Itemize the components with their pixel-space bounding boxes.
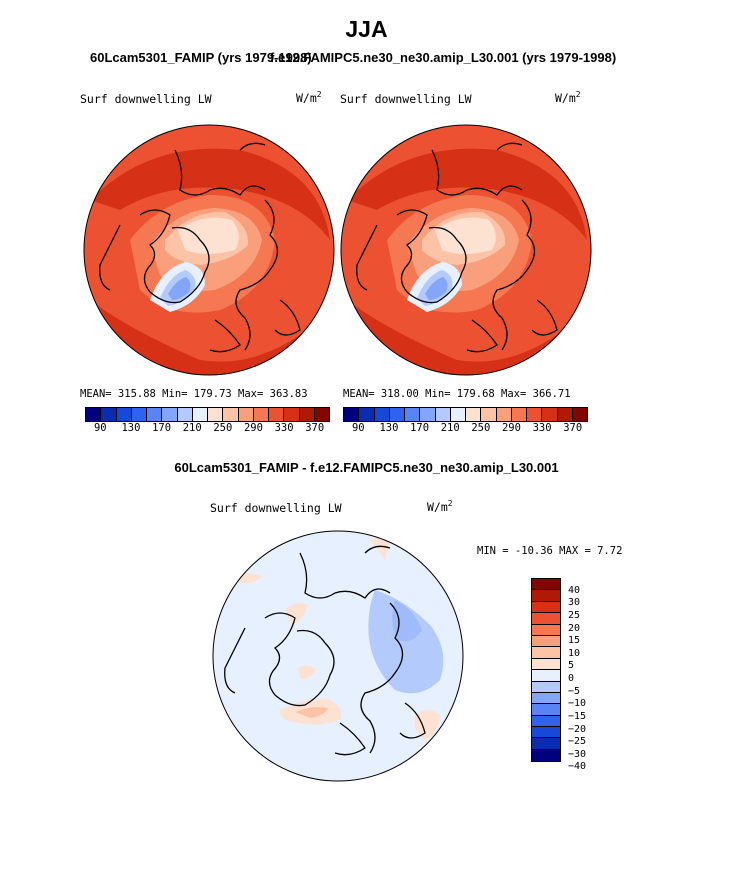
colorbar-tick-label: 330 (274, 422, 294, 434)
colorbar-tick-label: −40 (568, 761, 587, 773)
colorbar-swatch (177, 408, 193, 421)
colorbar-swatch (405, 408, 421, 421)
colorbar-swatch (269, 408, 285, 421)
colorbar-tick-label: −20 (568, 723, 587, 735)
difference-colorbar-labels: 40 30 25 20 15 10 5 0 −5 −10 −15 −20 −25 −30 −40 (568, 578, 608, 778)
colorbar-tick-label: 370 (305, 422, 325, 434)
colorbar-tick-label: 370 (563, 422, 583, 434)
colorbar-swatch (420, 408, 436, 421)
colorbar-tick-label: −5 (568, 685, 581, 697)
colorbar-swatch (532, 658, 560, 671)
colorbar-tick-label: 130 (121, 422, 141, 434)
colorbar-swatch (496, 408, 512, 421)
colorbar-tick-label: 25 (568, 609, 581, 621)
colorbar-swatch (532, 715, 560, 728)
colorbar-tick-label: 20 (568, 622, 581, 634)
colorbar-swatch (532, 624, 560, 636)
colorbar-tick-label: 0 (568, 673, 575, 684)
diff-units-label: W/m2 (427, 499, 453, 514)
colorbar-swatch (192, 408, 208, 421)
colorbar-swatch (532, 704, 560, 716)
colorbar-tick-label: 210 (440, 422, 460, 434)
colorbar-tick-label: 30 (568, 597, 581, 609)
colorbar-tick-label: 210 (182, 422, 202, 434)
colorbar-tick-label: 90 (351, 422, 365, 434)
right-variable-label: Surf downwelling LW (340, 92, 472, 106)
colorbar-swatch (101, 408, 117, 421)
right-units-label: W/m2 (555, 90, 581, 105)
colorbar-swatch (532, 681, 560, 693)
season-title: JJA (345, 16, 388, 42)
colorbar-swatch (481, 408, 497, 421)
colorbar-swatch (86, 408, 102, 421)
difference-colorbar (531, 578, 561, 763)
colorbar-swatch (208, 408, 224, 421)
colorbar-swatch (532, 670, 560, 682)
colorbar-swatch (557, 408, 573, 421)
colorbar-tick-label: 170 (410, 422, 430, 434)
colorbar-swatch (532, 635, 560, 648)
colorbar-tick-label: 250 (471, 422, 491, 434)
colorbar-tick-label: 90 (93, 422, 107, 434)
left-stats: MEAN= 315.88 Min= 179.73 Max= 363.83 (80, 388, 308, 400)
colorbar-tick-label: 15 (568, 635, 581, 647)
colorbar-tick-label: 290 (243, 422, 263, 434)
left-run-title: 60Lcam5301_FAMIP (yrs 1979-1998) (90, 50, 312, 65)
left-units-label: W/m2 (296, 90, 322, 105)
colorbar-tick-label: 40 (568, 584, 581, 596)
colorbar-tick-label: −30 (568, 748, 587, 760)
colorbar-swatch (532, 727, 560, 739)
colorbar-swatch (344, 408, 360, 421)
colorbar-swatch (542, 408, 558, 421)
colorbar-tick-label: −15 (568, 710, 587, 722)
colorbar-swatch (532, 647, 560, 659)
colorbar-tick-label: 130 (379, 422, 399, 434)
colorbar-swatch (572, 408, 587, 421)
colorbar-tick-label: 170 (152, 422, 172, 434)
left-colorbar: 90 130 170 210 250 290 330 370 (85, 407, 330, 436)
colorbar-swatch (511, 408, 527, 421)
right-stats: MEAN= 318.00 Min= 179.68 Max= 366.71 (343, 388, 571, 400)
colorbar-tick-label: 290 (501, 422, 521, 434)
colorbar-swatch (532, 601, 560, 614)
colorbar-swatch (253, 408, 269, 421)
colorbar-swatch (389, 408, 405, 421)
left-variable-label: Surf downwelling LW (80, 92, 212, 106)
colorbar-swatch (532, 579, 560, 591)
difference-title: 60Lcam5301_FAMIP - f.e12.FAMIPC5.ne30_ne… (174, 460, 559, 475)
colorbar-tick-label: −10 (568, 698, 587, 710)
colorbar-swatch (532, 738, 560, 750)
colorbar-swatch (116, 408, 132, 421)
colorbar-tick-label: 250 (213, 422, 233, 434)
diff-variable-label: Surf downwelling LW (210, 501, 342, 515)
colorbar-swatch (532, 749, 560, 762)
colorbar-swatch (147, 408, 163, 421)
colorbar-swatch (532, 613, 560, 625)
colorbar-swatch (238, 408, 254, 421)
colorbar-swatch (314, 408, 329, 421)
colorbar-swatch (299, 408, 315, 421)
colorbar-swatch (435, 408, 451, 421)
right-colorbar: 90 130 170 210 250 290 330 370 (343, 407, 588, 436)
colorbar-tick-label: 5 (568, 660, 575, 672)
colorbar-swatch (374, 408, 390, 421)
colorbar-tick-label: 330 (532, 422, 552, 434)
colorbar-swatch (223, 408, 239, 421)
colorbar-swatch (131, 408, 147, 421)
colorbar-swatch (162, 408, 178, 421)
colorbar-swatch (450, 408, 466, 421)
diff-minmax: MIN = -10.36 MAX = 7.72 (477, 545, 623, 557)
colorbar-swatch (532, 692, 560, 705)
right-run-title: f.e12.FAMIPC5.ne30_ne30.amip_L30.001 (yr… (270, 50, 617, 65)
colorbar-swatch (284, 408, 300, 421)
colorbar-swatch (466, 408, 482, 421)
colorbar-swatch (532, 590, 560, 602)
colorbar-tick-label: 10 (568, 647, 581, 659)
colorbar-swatch (359, 408, 375, 421)
colorbar-swatch (527, 408, 543, 421)
colorbar-tick-label: −25 (568, 736, 587, 748)
